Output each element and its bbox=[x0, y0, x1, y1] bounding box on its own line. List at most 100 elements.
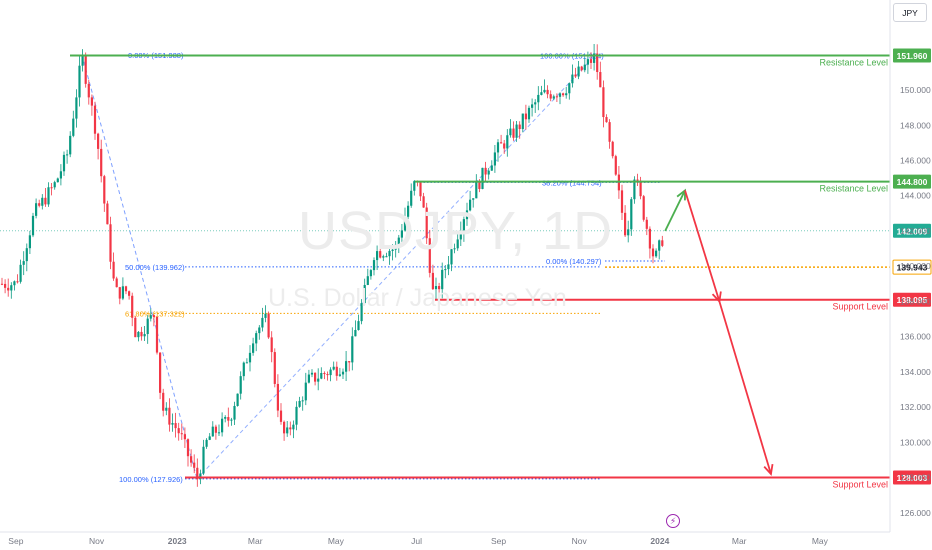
fib-label: 0.00% (140.297) bbox=[546, 257, 602, 266]
candle-body bbox=[341, 371, 345, 375]
y-tick-label: 128.000 bbox=[900, 473, 931, 483]
candle-body bbox=[372, 260, 376, 271]
candle-body bbox=[298, 400, 301, 407]
sr-levels: Resistance Level 151.960 Resistance Level 1… bbox=[70, 48, 932, 490]
candle-body bbox=[118, 287, 121, 299]
candle-body bbox=[586, 59, 589, 65]
fib-label: 100.00% (127.926) bbox=[119, 475, 183, 484]
candle-body bbox=[493, 152, 496, 166]
x-tick-label: Mar bbox=[248, 536, 263, 546]
support-level-2-label: Support Level bbox=[832, 480, 888, 490]
candle-body bbox=[605, 117, 608, 123]
resistance-level-2-price-text: 144.800 bbox=[897, 177, 928, 187]
candle-body bbox=[31, 215, 35, 236]
candle-body bbox=[301, 400, 304, 402]
candle-body bbox=[66, 154, 69, 156]
candle-body bbox=[354, 329, 357, 337]
candle-body bbox=[521, 113, 524, 130]
fib-price-text: 139.943 bbox=[897, 263, 928, 273]
support-level-1-label: Support Level bbox=[832, 302, 888, 312]
candle-body bbox=[307, 374, 310, 383]
candle-body bbox=[109, 224, 112, 262]
fib-label: 61.80% (137.322) bbox=[125, 309, 185, 318]
candle-body bbox=[580, 66, 583, 71]
y-tick-label: 144.000 bbox=[900, 191, 931, 201]
candle-body bbox=[345, 361, 348, 372]
candle-body bbox=[444, 269, 447, 271]
candle-body bbox=[642, 196, 645, 220]
candle-body bbox=[199, 473, 202, 480]
candle-body bbox=[500, 142, 503, 144]
candle-body bbox=[456, 239, 459, 249]
candle-body bbox=[534, 102, 537, 105]
candle-body bbox=[4, 283, 7, 288]
candle-body bbox=[159, 352, 162, 393]
candle-body bbox=[658, 240, 661, 251]
candle-body bbox=[447, 264, 450, 270]
candle-body bbox=[571, 74, 574, 84]
candle-body bbox=[93, 105, 97, 134]
candle-body bbox=[431, 272, 434, 290]
candle-body bbox=[162, 392, 165, 411]
candle-body bbox=[562, 93, 565, 96]
x-tick-label: Nov bbox=[572, 536, 588, 546]
x-tick-label: Sep bbox=[491, 536, 506, 546]
candle-body bbox=[140, 331, 143, 337]
candle-body bbox=[403, 216, 407, 231]
candle-body bbox=[608, 122, 611, 142]
candle-body bbox=[146, 318, 149, 335]
candle-body bbox=[0, 283, 4, 285]
candle-body bbox=[459, 231, 462, 240]
candle-body bbox=[214, 426, 217, 433]
currency-button[interactable]: JPY bbox=[893, 3, 927, 22]
candle-body bbox=[326, 374, 329, 376]
candle-body bbox=[279, 410, 283, 422]
candle-body bbox=[59, 171, 62, 179]
candle-body bbox=[177, 428, 180, 434]
candle-body bbox=[655, 250, 658, 257]
event-lightning-icon[interactable]: ⚡ bbox=[666, 514, 680, 528]
projection-arrow-line bbox=[664, 190, 686, 232]
x-tick-label: May bbox=[812, 536, 829, 546]
candle-body bbox=[614, 156, 617, 175]
candle-body bbox=[112, 261, 115, 279]
candle-body bbox=[252, 343, 255, 353]
y-tick-label: 140.000 bbox=[900, 261, 931, 271]
fib-label: 38.20% (144.754) bbox=[542, 178, 602, 187]
candle-body bbox=[270, 337, 273, 353]
y-tick-label: 132.000 bbox=[900, 402, 931, 412]
candle-body bbox=[329, 369, 332, 376]
candle-body bbox=[230, 419, 233, 421]
projection-arrow-line bbox=[684, 190, 721, 302]
candle-body bbox=[69, 135, 72, 155]
y-tick-label: 138.000 bbox=[900, 296, 931, 306]
y-tick-label: 148.000 bbox=[900, 120, 931, 130]
candle-body bbox=[419, 182, 422, 197]
candle-body bbox=[651, 248, 655, 257]
candle-body bbox=[149, 315, 152, 319]
candle-body bbox=[593, 53, 596, 63]
candle-body bbox=[323, 373, 326, 375]
candle-body bbox=[568, 83, 571, 94]
candle-body bbox=[81, 55, 84, 66]
candle-body bbox=[171, 423, 174, 425]
candle-body bbox=[428, 238, 431, 273]
candle-body bbox=[543, 89, 546, 93]
candle-body bbox=[56, 178, 59, 183]
candle-body bbox=[137, 331, 140, 338]
candle-body bbox=[589, 59, 593, 63]
candle-body bbox=[202, 446, 205, 474]
candle-body bbox=[245, 362, 248, 364]
candle-body bbox=[174, 423, 177, 429]
support-level-1-price-tag bbox=[893, 292, 931, 307]
x-tick-label: Sep bbox=[8, 536, 23, 546]
candle-body bbox=[38, 203, 41, 206]
watermark-name: U.S. Dollar / Japanese Yen bbox=[268, 284, 567, 312]
x-tick-label: 2023 bbox=[168, 536, 187, 546]
fib-label: 50.00% (139.962) bbox=[125, 263, 185, 272]
candle-body bbox=[583, 64, 586, 71]
candle-body bbox=[205, 439, 208, 447]
candle-body bbox=[611, 141, 614, 157]
